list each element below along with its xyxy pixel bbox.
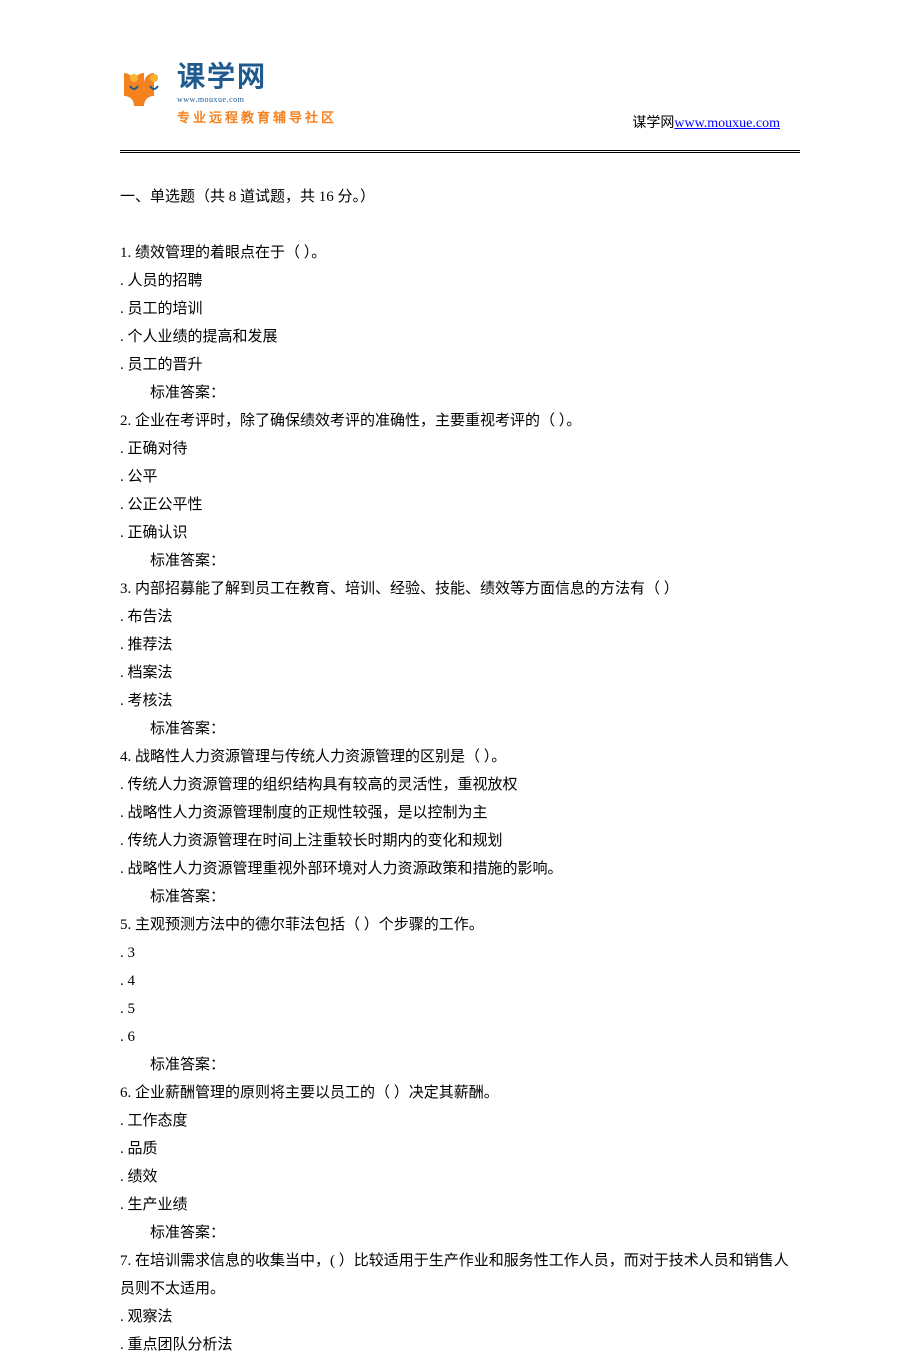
question-text: 4. 战略性人力资源管理与传统人力资源管理的区别是（ ）。 [120, 743, 800, 771]
question-option: . 生产业绩 [120, 1191, 800, 1219]
question-block: 7. 在培训需求信息的收集当中，( ）比较适用于生产作业和服务性工作人员，而对于… [120, 1247, 800, 1359]
question-option: . 公正公平性 [120, 491, 800, 519]
question-option: . 5 [120, 995, 800, 1023]
logo-icon [120, 68, 168, 113]
answer-label: 标准答案： [120, 379, 800, 407]
logo-title: 课学网 [177, 55, 337, 95]
question-text: 7. 在培训需求信息的收集当中，( ）比较适用于生产作业和服务性工作人员，而对于… [120, 1247, 800, 1303]
answer-label: 标准答案： [120, 1051, 800, 1079]
question-option: . 推荐法 [120, 631, 800, 659]
question-block: 3. 内部招募能了解到员工在教育、培训、经验、技能、绩效等方面信息的方法有（ ）… [120, 575, 800, 743]
answer-label: 标准答案： [120, 1219, 800, 1247]
question-block: 6. 企业薪酬管理的原则将主要以员工的（ ）决定其薪酬。. 工作态度. 品质. … [120, 1079, 800, 1247]
site-info: 谋学网www.mouxue.com [632, 112, 780, 132]
question-option: . 重点团队分析法 [120, 1331, 800, 1359]
question-text: 5. 主观预测方法中的德尔菲法包括（ ）个步骤的工作。 [120, 911, 800, 939]
question-block: 2. 企业在考评时，除了确保绩效考评的准确性，主要重视考评的（ ）。. 正确对待… [120, 407, 800, 575]
question-option: . 品质 [120, 1135, 800, 1163]
site-label: 谋学网 [632, 116, 674, 131]
question-option: . 个人业绩的提高和发展 [120, 323, 800, 351]
document-content: 一、单选题（共 8 道试题，共 16 分。） 1. 绩效管理的着眼点在于（ ）。… [0, 153, 920, 1359]
logo: 课学网 www.mouxue.com 专业远程教育辅导社区 [120, 55, 337, 126]
answer-label: 标准答案： [120, 715, 800, 743]
question-option: . 4 [120, 967, 800, 995]
question-option: . 绩效 [120, 1163, 800, 1191]
question-block: 4. 战略性人力资源管理与传统人力资源管理的区别是（ ）。. 传统人力资源管理的… [120, 743, 800, 911]
logo-domain: www.mouxue.com [177, 95, 337, 104]
answer-label: 标准答案： [120, 547, 800, 575]
question-option: . 正确认识 [120, 519, 800, 547]
answer-label: 标准答案： [120, 883, 800, 911]
question-option: . 传统人力资源管理在时间上注重较长时期内的变化和规划 [120, 827, 800, 855]
question-text: 3. 内部招募能了解到员工在教育、培训、经验、技能、绩效等方面信息的方法有（ ） [120, 575, 800, 603]
site-link[interactable]: www.mouxue.com [674, 116, 780, 131]
question-text: 6. 企业薪酬管理的原则将主要以员工的（ ）决定其薪酬。 [120, 1079, 800, 1107]
question-option: . 6 [120, 1023, 800, 1051]
question-option: . 员工的晋升 [120, 351, 800, 379]
logo-subtitle: 专业远程教育辅导社区 [177, 107, 337, 126]
question-text: 1. 绩效管理的着眼点在于（ ）。 [120, 239, 800, 267]
question-option: . 观察法 [120, 1303, 800, 1331]
question-option: . 战略性人力资源管理重视外部环境对人力资源政策和措施的影响。 [120, 855, 800, 883]
question-option: . 考核法 [120, 687, 800, 715]
question-block: 5. 主观预测方法中的德尔菲法包括（ ）个步骤的工作。. 3. 4. 5. 6标… [120, 911, 800, 1079]
section-title: 一、单选题（共 8 道试题，共 16 分。） [120, 183, 800, 211]
question-option: . 战略性人力资源管理制度的正规性较强，是以控制为主 [120, 799, 800, 827]
question-option: . 正确对待 [120, 435, 800, 463]
question-option: . 员工的培训 [120, 295, 800, 323]
questions-container: 1. 绩效管理的着眼点在于（ ）。. 人员的招聘. 员工的培训. 个人业绩的提高… [120, 239, 800, 1359]
question-option: . 传统人力资源管理的组织结构具有较高的灵活性，重视放权 [120, 771, 800, 799]
question-option: . 档案法 [120, 659, 800, 687]
logo-text-block: 课学网 www.mouxue.com 专业远程教育辅导社区 [177, 55, 337, 126]
question-option: . 3 [120, 939, 800, 967]
question-option: . 布告法 [120, 603, 800, 631]
question-text: 2. 企业在考评时，除了确保绩效考评的准确性，主要重视考评的（ ）。 [120, 407, 800, 435]
question-option: . 人员的招聘 [120, 267, 800, 295]
question-option: . 公平 [120, 463, 800, 491]
question-option: . 工作态度 [120, 1107, 800, 1135]
page-header: 课学网 www.mouxue.com 专业远程教育辅导社区 谋学网www.mou… [0, 0, 920, 145]
question-block: 1. 绩效管理的着眼点在于（ ）。. 人员的招聘. 员工的培训. 个人业绩的提高… [120, 239, 800, 407]
